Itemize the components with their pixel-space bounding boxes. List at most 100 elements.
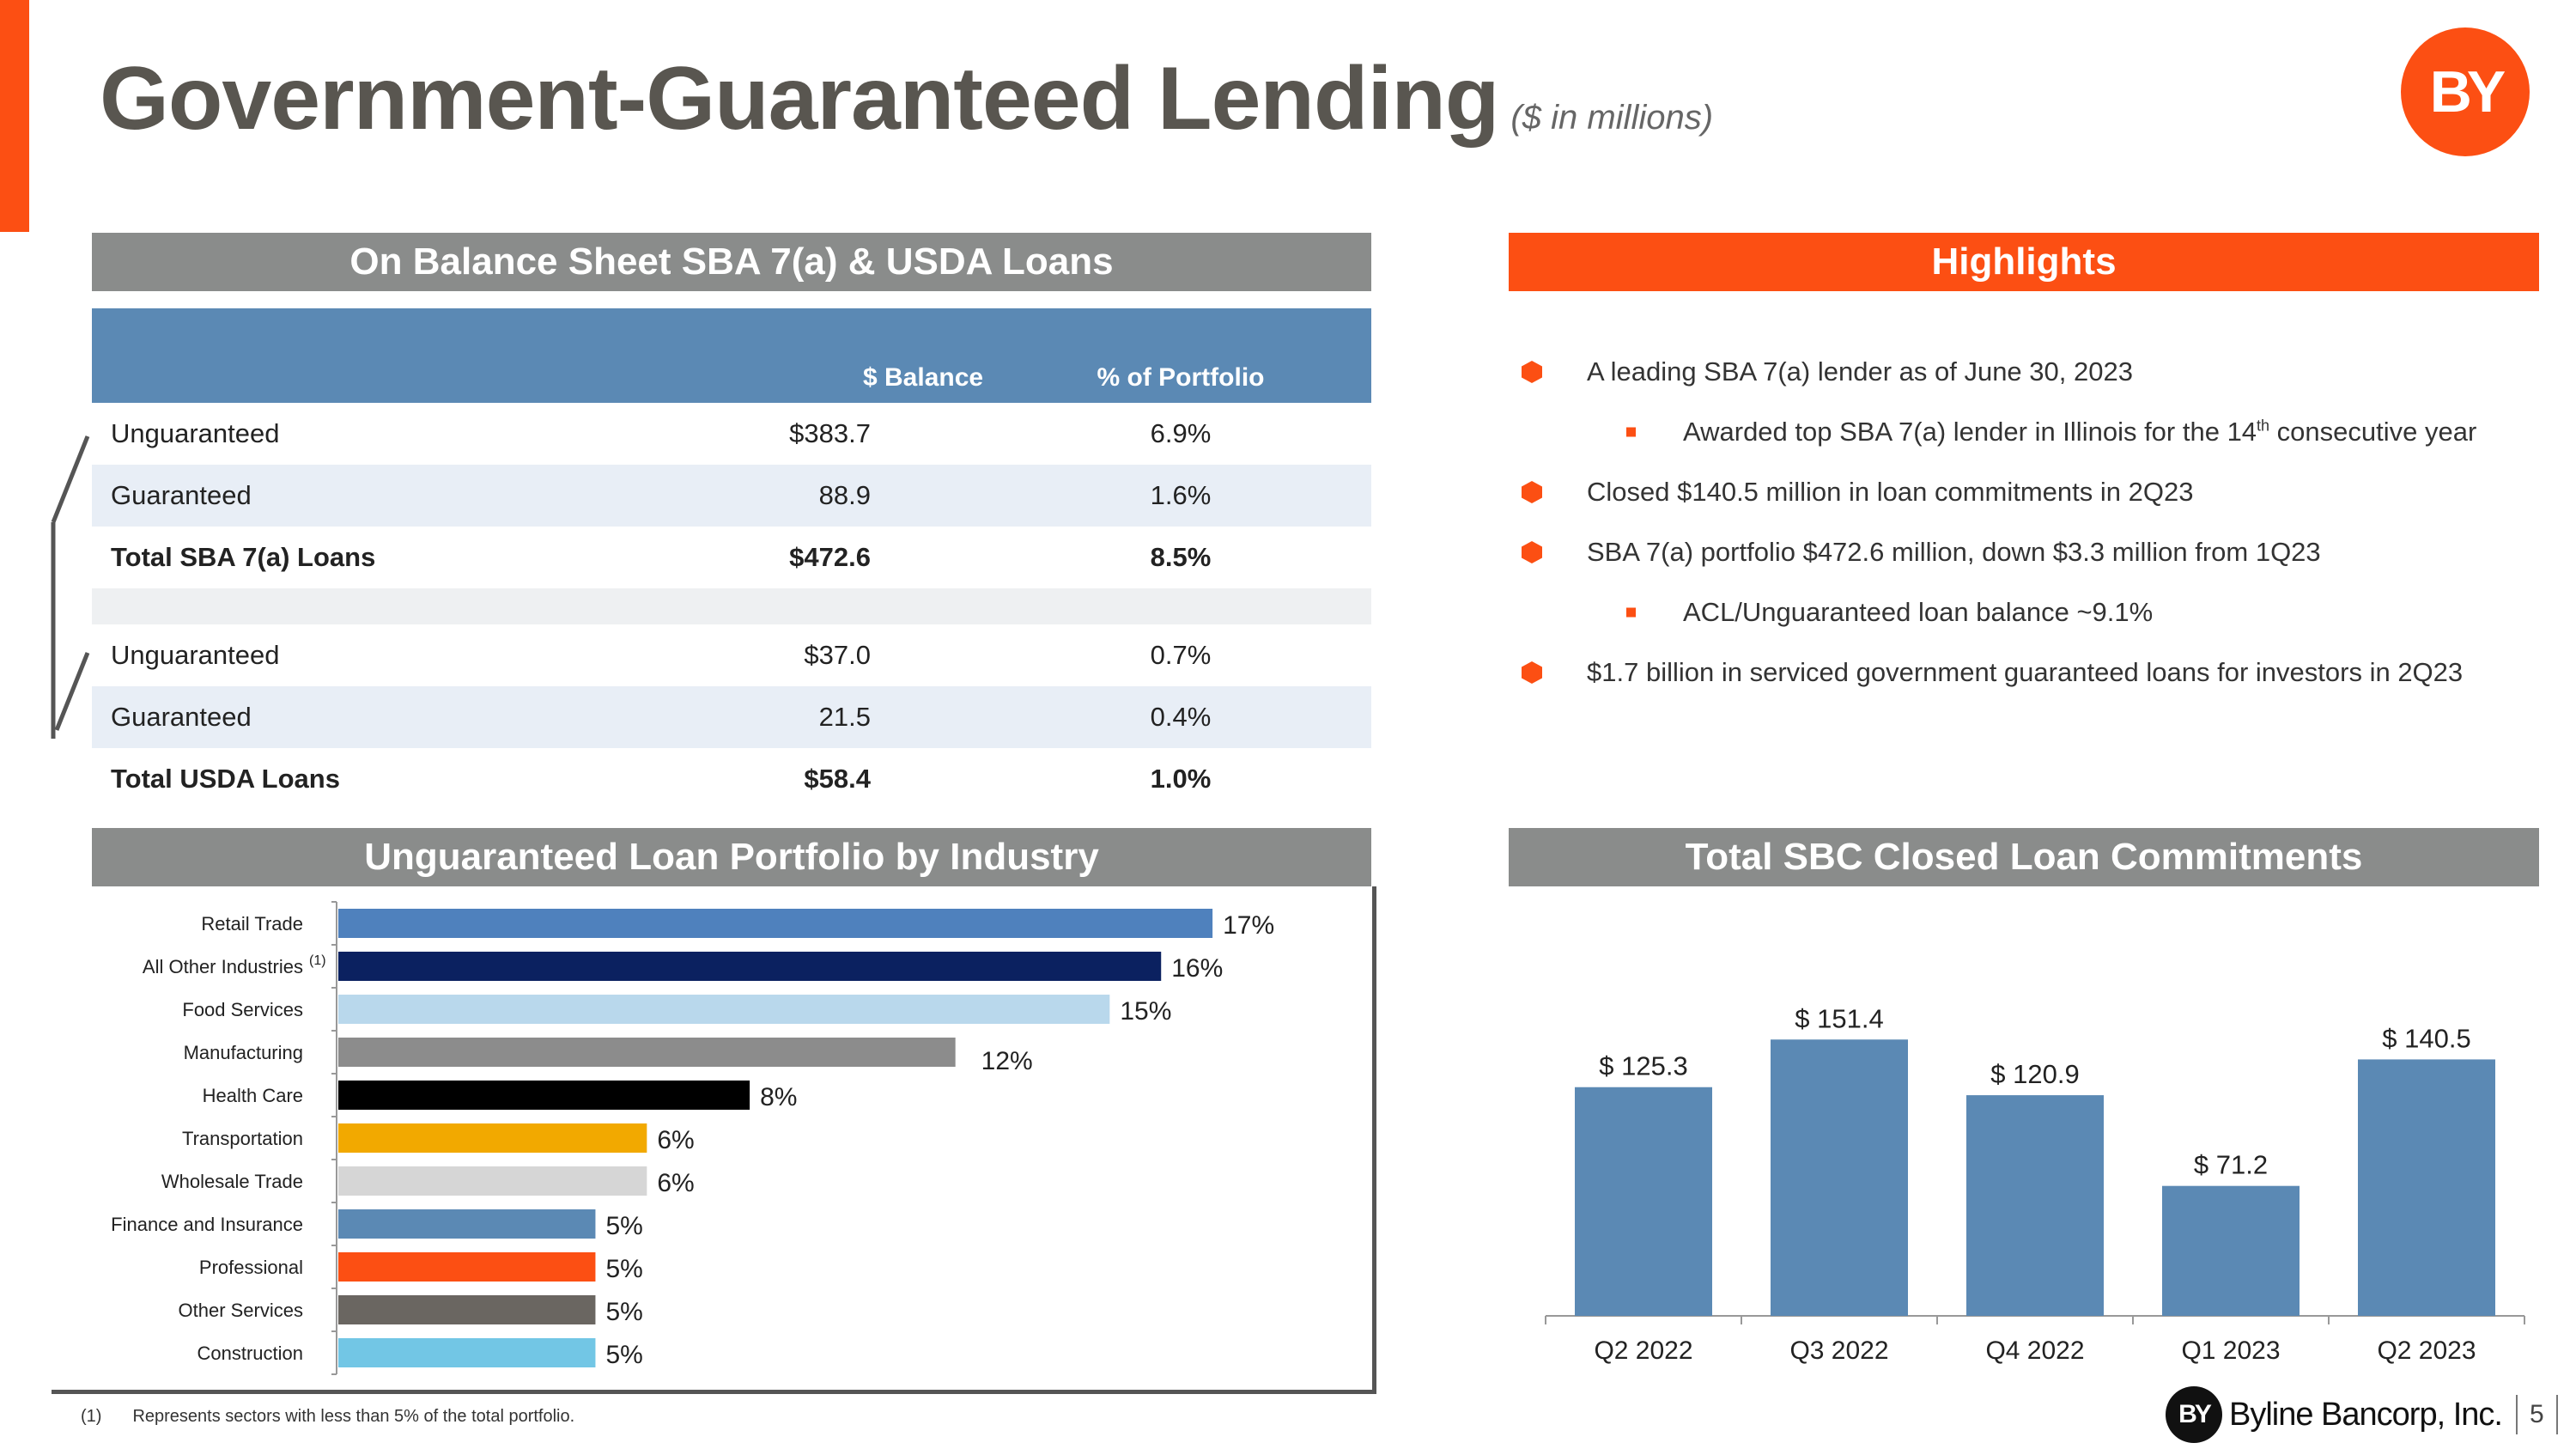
industry-chart-frame [52, 886, 1376, 1394]
highlight-text: Closed $140.5 million in loan commitment… [1587, 477, 2194, 507]
bar-value-label: 5% [605, 1298, 642, 1326]
bar-value-label: 16% [1171, 954, 1223, 983]
bar [338, 952, 1162, 981]
bar-value-label: $ 151.4 [1795, 1003, 1883, 1033]
category-label: Health Care [203, 1085, 303, 1106]
divider [2555, 1395, 2558, 1434]
hexagon-bullet-icon [1522, 661, 1542, 684]
highlights-list: A leading SBA 7(a) lender as of June 30,… [1522, 342, 2535, 703]
commitments-bar-chart: $ 125.3 Q2 2022 $ 151.4 Q3 2022 $ 120.9 Q4 20… [1545, 1003, 2525, 1365]
row-label: Guaranteed [111, 702, 252, 732]
row-label: Unguaranteed [111, 640, 280, 670]
x-tick-label: Q2 2022 [1594, 1336, 1692, 1365]
col-header-balance: $ Balance [863, 363, 984, 392]
highlight-item: A leading SBA 7(a) lender as of June 30,… [1522, 342, 2535, 402]
footnote-number: (1) [81, 1407, 102, 1426]
bar [338, 1038, 956, 1067]
table-row: Guaranteed 21.5 0.4% [92, 686, 1371, 748]
table-row: Guaranteed 88.9 1.6% [92, 465, 1371, 527]
table-row: Unguaranteed $37.0 0.7% [92, 624, 1371, 686]
table-header-row: $ Balance % of Portfolio [92, 308, 1371, 403]
footnote: (1) Represents sectors with less than 5% … [81, 1407, 574, 1427]
highlight-item: SBA 7(a) portfolio $472.6 million, down … [1522, 522, 2535, 582]
bar [338, 1081, 750, 1110]
row-pct: 0.4% [1150, 702, 1212, 732]
bar-value-label: 8% [760, 1083, 797, 1111]
category-label: All Other Industries [143, 956, 303, 977]
hexagon-bullet-icon [1522, 481, 1542, 503]
x-tick-label: Q1 2023 [2181, 1336, 2280, 1365]
bar-value-label: $ 140.5 [2382, 1023, 2470, 1053]
category-label: Construction [197, 1342, 303, 1364]
byline-logo: BY [2401, 27, 2530, 156]
brand-name: Byline Bancorp, Inc. [2229, 1396, 2503, 1433]
category-label: Wholesale Trade [161, 1171, 303, 1192]
bar-value-label: 6% [657, 1169, 694, 1197]
row-pct: 1.0% [1150, 764, 1212, 794]
footer-brand: BY Byline Bancorp, Inc. 5 [2166, 1385, 2558, 1445]
bar [338, 1123, 647, 1153]
industry-chart-header: Unguaranteed Loan Portfolio by Industry [92, 828, 1371, 886]
x-tick-label: Q3 2022 [1789, 1336, 1888, 1365]
table-spacer-row [92, 588, 1371, 624]
row-pct: 1.6% [1150, 480, 1212, 510]
table-row: Unguaranteed $383.7 6.9% [92, 403, 1371, 465]
table-bracket-lines [51, 435, 90, 739]
x-tick-label: Q4 2022 [1985, 1336, 2084, 1365]
table-row-total: Total USDA Loans $58.4 1.0% [92, 748, 1371, 810]
row-pct: 8.5% [1150, 542, 1212, 572]
hexagon-bullet-icon [1522, 541, 1542, 563]
category-label: Other Services [179, 1300, 304, 1321]
footnote-text: Represents sectors with less than 5% of … [132, 1407, 575, 1426]
bracket-line [54, 652, 90, 731]
row-balance: $37.0 [804, 640, 871, 670]
category-label: Transportation [182, 1128, 303, 1149]
bar [338, 995, 1110, 1024]
square-bullet-icon [1626, 607, 1636, 618]
bar-value-label: $ 125.3 [1599, 1051, 1687, 1081]
bar [338, 1295, 596, 1324]
bar-value-label: 6% [657, 1126, 694, 1154]
category-label: Professional [199, 1257, 303, 1278]
highlight-item: Closed $140.5 million in loan commitment… [1522, 462, 2535, 522]
bar-value-label: $ 120.9 [1990, 1059, 2079, 1089]
category-label: Finance and Insurance [111, 1214, 303, 1235]
row-balance: $58.4 [804, 764, 871, 794]
byline-mark-logo: BY [2166, 1386, 2222, 1443]
bar-value-label: 12% [981, 1047, 1033, 1075]
highlights-header: Highlights [1509, 233, 2539, 291]
highlight-subitem: Awarded top SBA 7(a) lender in Illinois … [1522, 402, 2535, 462]
title-units: ($ in millions) [1510, 99, 1714, 137]
bar [338, 909, 1213, 938]
bar-value-label: 15% [1120, 997, 1171, 1026]
accent-bar [0, 0, 29, 232]
row-pct: 0.7% [1150, 640, 1212, 670]
commitments-chart-header: Total SBC Closed Loan Commitments [1509, 828, 2539, 886]
category-label: Retail Trade [201, 913, 303, 935]
bar [2162, 1185, 2300, 1316]
category-footnote-marker: (1) [309, 953, 326, 968]
row-balance: 88.9 [818, 480, 871, 510]
page-number: 5 [2529, 1400, 2544, 1428]
ordinal-suffix: th [2257, 417, 2270, 435]
hexagon-bullet-icon [1522, 361, 1542, 383]
bar-value-label: $ 71.2 [2194, 1150, 2268, 1180]
page-title: Government-Guaranteed Lending ($ in milli… [100, 48, 1713, 150]
row-label: Total USDA Loans [111, 764, 340, 794]
row-balance: $472.6 [789, 542, 871, 572]
highlight-text: A leading SBA 7(a) lender as of June 30,… [1587, 356, 2133, 387]
bar [1966, 1095, 2104, 1316]
row-pct: 6.9% [1150, 418, 1212, 448]
industry-bar-chart: Retail Trade 17% All Other Industries (1) 16… [111, 901, 1274, 1375]
bar-value-label: 5% [605, 1255, 642, 1283]
category-label: Manufacturing [184, 1042, 303, 1063]
bar-value-label: 5% [605, 1341, 642, 1369]
bar [338, 1252, 596, 1282]
bar [1575, 1087, 1712, 1316]
title-text: Government-Guaranteed Lending [100, 49, 1499, 149]
col-header-pct: % of Portfolio [1097, 363, 1265, 392]
bar [338, 1166, 647, 1196]
row-balance: $383.7 [789, 418, 871, 448]
bracket-line [51, 435, 90, 523]
bar [338, 1209, 596, 1239]
